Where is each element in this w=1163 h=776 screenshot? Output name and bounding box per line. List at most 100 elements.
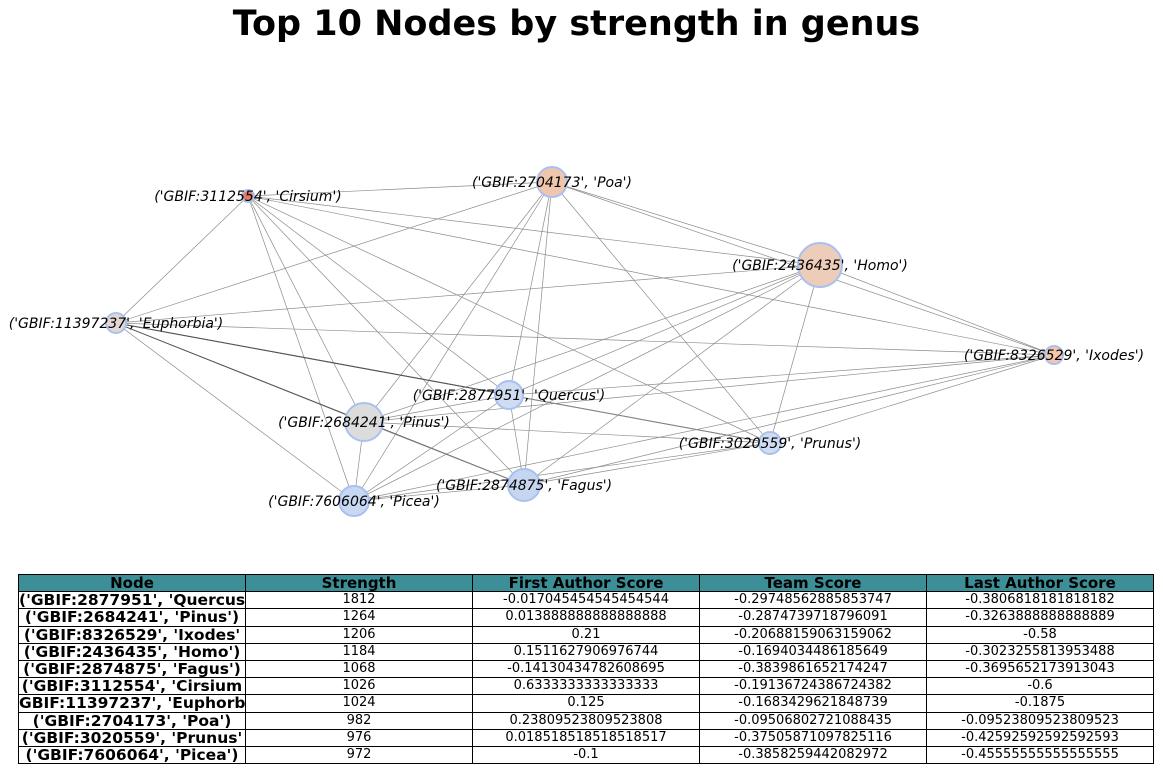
table-row: ('GBIF:8326529', 'Ixodes' 1206 0.21 -0.2068… <box>18 625 1154 644</box>
table-cell: -0.20688159063159062 <box>699 625 927 644</box>
node-strength-table: Node Strength First Author Score Team Score… <box>18 573 1154 765</box>
table-cell: -0.14130434782608695 <box>472 659 700 679</box>
graph-edge-euphorbia-ixodes <box>115 322 1055 356</box>
graph-edge-cirsium-prunus <box>247 195 771 444</box>
table-cell: 976 <box>245 728 473 747</box>
table-row: ('GBIF:2704173', 'Poa') 982 0.238095238095… <box>18 711 1154 730</box>
table-cell-node: ('GBIF:2877951', 'Quercus <box>18 591 246 610</box>
table-cell-node: ('GBIF:2874875', 'Fagus') <box>18 659 246 679</box>
graph-node-ixodes <box>1044 345 1064 365</box>
graph-edge-fagus-picea <box>353 484 525 502</box>
table-row: ('GBIF:2874875', 'Fagus') 1068 -0.14130434… <box>18 659 1154 679</box>
table-row: ('GBIF:3020559', 'Prunus' 976 0.0185185185… <box>18 728 1154 747</box>
table-cell: 0.1511627906976744 <box>472 642 700 661</box>
graph-edge-homo-pinus <box>363 264 821 423</box>
table-cell: 0.6333333333333333 <box>472 677 700 696</box>
table-row: ('GBIF:2684241', 'Pinus') 1264 0.013888888… <box>18 608 1154 627</box>
graph-node-pinus <box>344 402 384 442</box>
table-cell: 0.23809523809523808 <box>472 711 700 730</box>
graph-edge-homo-euphorbia <box>115 264 821 324</box>
table-cell: 1812 <box>245 591 473 610</box>
graph-node-quercus <box>494 380 524 410</box>
page-title: Top 10 Nodes by strength in genus <box>232 4 921 44</box>
table-cell: -0.58 <box>926 625 1154 644</box>
table-cell: -0.1694034486185649 <box>699 642 927 661</box>
table-header-cell: Team Score <box>699 573 927 593</box>
graph-node-label-poa: ('GBIF:2704173', 'Poa') <box>472 175 632 191</box>
graph-edge-poa-euphorbia <box>115 181 553 324</box>
graph-edges <box>115 181 1055 502</box>
table-cell: -0.3023255813953488 <box>926 642 1154 661</box>
graph-edge-poa-pinus <box>363 181 553 423</box>
graph-edge-poa-prunus <box>551 181 771 444</box>
graph-edge-prunus-picea <box>353 442 771 502</box>
graph-edge-homo-quercus <box>508 264 821 396</box>
graph-edge-quercus-picea <box>353 394 510 502</box>
table-cell: -0.3858259442082972 <box>699 745 927 765</box>
graph-edge-homo-picea <box>353 264 821 502</box>
table-cell: 1024 <box>245 694 473 713</box>
graph-edge-cirsium-fagus <box>247 195 525 486</box>
table-cell: 0.125 <box>472 694 700 713</box>
graph-edge-euphorbia-picea <box>115 322 355 502</box>
graph-edge-ixodes-quercus <box>508 354 1055 396</box>
graph-edge-ixodes-fagus <box>523 354 1055 486</box>
table-cell: 0.21 <box>472 625 700 644</box>
graph-node-label-quercus: ('GBIF:2877951', 'Quercus') <box>413 388 606 404</box>
table-cell-node: ('GBIF:2704173', 'Poa') <box>18 711 246 730</box>
graph-edge-ixodes-prunus <box>769 354 1055 444</box>
graph-edge-homo-prunus <box>769 264 821 444</box>
table-cell: 0.013888888888888888 <box>472 608 700 627</box>
graph-node-label-pinus: ('GBIF:2684241', 'Pinus') <box>278 415 450 431</box>
table-cell: 1264 <box>245 608 473 627</box>
table-cell: -0.42592592592592593 <box>926 728 1154 747</box>
graph-node-label-ixodes: ('GBIF:8326529', 'Ixodes') <box>964 348 1144 364</box>
graph-edge-cirsium-homo <box>247 195 821 266</box>
graph-edge-cirsium-euphorbia <box>115 195 249 324</box>
graph-edge-quercus-prunus <box>508 394 771 444</box>
table-cell: 0.018518518518518517 <box>472 728 700 747</box>
graph-node-label-homo: ('GBIF:2436435', 'Homo') <box>732 258 908 274</box>
table-cell-node: ('GBIF:2436435', 'Homo') <box>18 642 246 661</box>
table-cell: -0.37505871097825116 <box>699 728 927 747</box>
graph-node-label-euphorbia: ('GBIF:11397237', 'Euphorbia') <box>9 316 223 332</box>
graph-edge-homo-fagus <box>523 264 821 486</box>
graph-edge-cirsium-pinus <box>247 195 365 423</box>
graph-node-label-prunus: ('GBIF:3020559', 'Prunus') <box>679 436 862 452</box>
table-cell: 1068 <box>245 659 473 679</box>
table-cell-node: ('GBIF:3020559', 'Prunus' <box>18 728 246 747</box>
graph-labels: ('GBIF:2877951', 'Quercus') ('GBIF:268424… <box>9 175 1144 510</box>
graph-node-euphorbia <box>105 312 127 334</box>
graph-edge-cirsium-poa <box>247 181 553 197</box>
graph-node-label-picea: ('GBIF:7606064', 'Picea') <box>268 494 440 510</box>
graph-edge-cirsium-quercus <box>247 195 510 396</box>
table-row: GBIF:11397237', 'Euphorb 1024 0.125 -0.1683… <box>18 694 1154 713</box>
table-cell: -0.3806818181818182 <box>926 591 1154 610</box>
table-header-cell: Strength <box>245 573 473 593</box>
table-row: ('GBIF:7606064', 'Picea') 972 -0.1 -0.38582… <box>18 745 1154 765</box>
table-cell-node: GBIF:11397237', 'Euphorb <box>18 694 246 713</box>
table-row: ('GBIF:3112554', 'Cirsium 1026 0.633333333… <box>18 677 1154 696</box>
graph-node-picea <box>338 485 370 517</box>
table-cell-node: ('GBIF:8326529', 'Ixodes' <box>18 625 246 644</box>
graph-nodes <box>105 166 1064 517</box>
table-cell: -0.1683429621848739 <box>699 694 927 713</box>
table-cell-node: ('GBIF:3112554', 'Cirsium <box>18 677 246 696</box>
table-cell: 1026 <box>245 677 473 696</box>
table-cell: 972 <box>245 745 473 765</box>
table-cell: -0.09523809523809523 <box>926 711 1154 730</box>
graph-edge-poa-fagus <box>523 181 553 486</box>
table-cell: -0.017045454545454544 <box>472 591 700 610</box>
graph-node-poa <box>536 166 568 198</box>
table-cell: -0.45555555555555555 <box>926 745 1154 765</box>
graph-node-label-cirsium: ('GBIF:3112554', 'Cirsium') <box>154 189 342 205</box>
table-cell-node: ('GBIF:7606064', 'Picea') <box>18 745 246 765</box>
table-header-cell: Last Author Score <box>926 573 1154 593</box>
table-cell: -0.2874739718796091 <box>699 608 927 627</box>
table-cell: -0.1 <box>472 745 700 765</box>
graph-edge-pinus-prunus <box>363 421 771 444</box>
table-cell: -0.6 <box>926 677 1154 696</box>
graph-edge-homo-ixodes <box>819 264 1055 356</box>
graph-edge-pinus-fagus <box>363 421 525 486</box>
table-header-row: Node Strength First Author Score Team Score… <box>18 573 1154 593</box>
